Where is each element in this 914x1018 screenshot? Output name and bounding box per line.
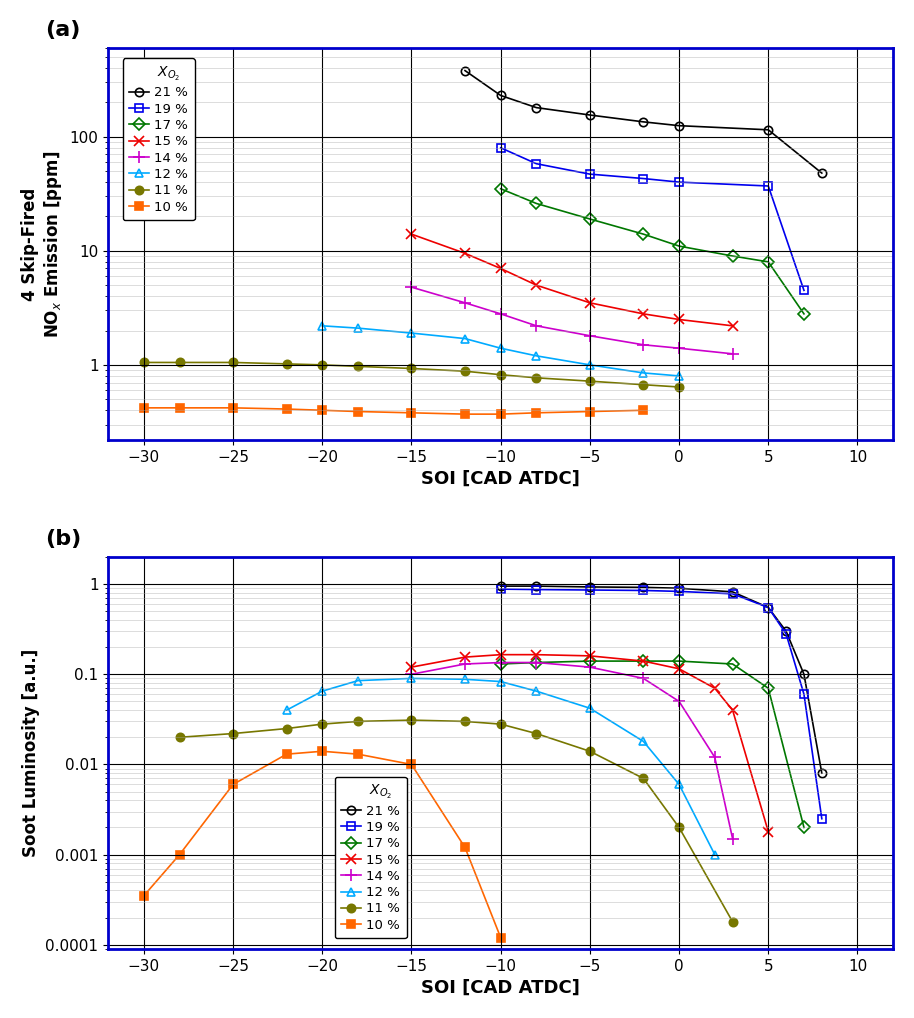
Y-axis label: 4 Skip-Fired
NO$_x$ Emission [ppm]: 4 Skip-Fired NO$_x$ Emission [ppm] [21, 151, 64, 338]
Legend: 21 %, 19 %, 17 %, 15 %, 14 %, 12 %, 11 %, 10 %: 21 %, 19 %, 17 %, 15 %, 14 %, 12 %, 11 %… [122, 58, 195, 220]
Text: (a): (a) [46, 20, 80, 40]
X-axis label: SOI [CAD ATDC]: SOI [CAD ATDC] [421, 979, 580, 998]
X-axis label: SOI [CAD ATDC]: SOI [CAD ATDC] [421, 470, 580, 489]
Y-axis label: Soot Luminosity [a.u.]: Soot Luminosity [a.u.] [22, 648, 40, 857]
Legend: 21 %, 19 %, 17 %, 15 %, 14 %, 12 %, 11 %, 10 %: 21 %, 19 %, 17 %, 15 %, 14 %, 12 %, 11 %… [335, 777, 407, 939]
Text: (b): (b) [46, 529, 81, 549]
